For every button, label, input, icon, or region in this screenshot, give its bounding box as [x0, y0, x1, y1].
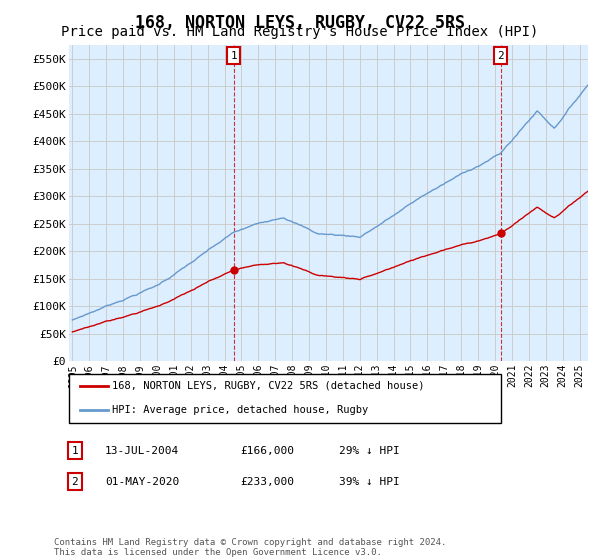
Text: Contains HM Land Registry data © Crown copyright and database right 2024.
This d: Contains HM Land Registry data © Crown c… [54, 538, 446, 557]
Text: £233,000: £233,000 [240, 477, 294, 487]
Text: 29% ↓ HPI: 29% ↓ HPI [339, 446, 400, 456]
Text: 13-JUL-2004: 13-JUL-2004 [105, 446, 179, 456]
Text: 1: 1 [230, 51, 237, 61]
Text: 39% ↓ HPI: 39% ↓ HPI [339, 477, 400, 487]
Text: 01-MAY-2020: 01-MAY-2020 [105, 477, 179, 487]
Text: Price paid vs. HM Land Registry's House Price Index (HPI): Price paid vs. HM Land Registry's House … [61, 25, 539, 39]
Text: 2: 2 [497, 51, 504, 61]
Text: 1: 1 [71, 446, 79, 456]
Text: £166,000: £166,000 [240, 446, 294, 456]
Text: 168, NORTON LEYS, RUGBY, CV22 5RS (detached house): 168, NORTON LEYS, RUGBY, CV22 5RS (detac… [112, 381, 425, 391]
Text: 168, NORTON LEYS, RUGBY, CV22 5RS: 168, NORTON LEYS, RUGBY, CV22 5RS [135, 14, 465, 32]
Text: 2: 2 [71, 477, 79, 487]
Text: HPI: Average price, detached house, Rugby: HPI: Average price, detached house, Rugb… [112, 405, 368, 416]
FancyBboxPatch shape [69, 374, 501, 423]
